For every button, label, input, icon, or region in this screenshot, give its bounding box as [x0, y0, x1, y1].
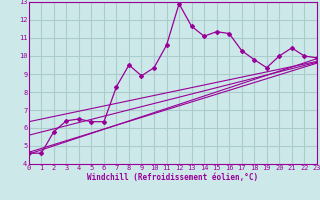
X-axis label: Windchill (Refroidissement éolien,°C): Windchill (Refroidissement éolien,°C): [87, 173, 258, 182]
